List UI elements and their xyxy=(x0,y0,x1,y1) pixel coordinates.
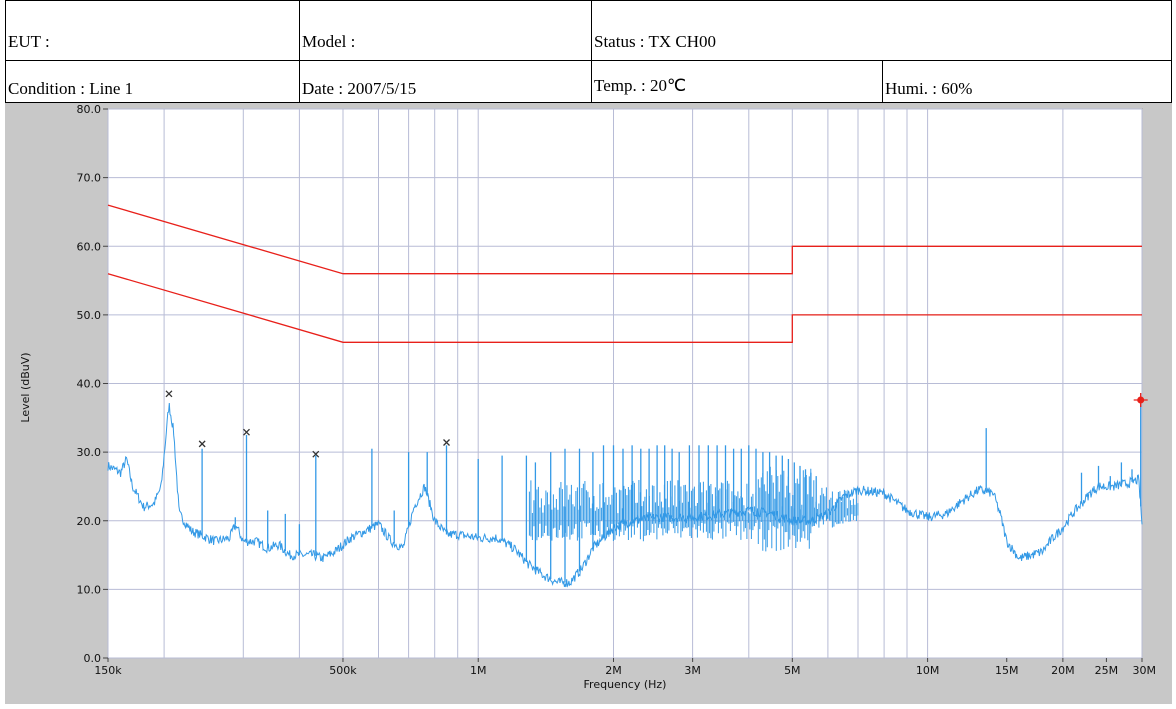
x-tick-label: 150k xyxy=(94,664,122,677)
y-tick-label: 20.0 xyxy=(77,515,102,528)
x-tick-label: 15M xyxy=(995,664,1019,677)
marker-layer xyxy=(165,390,1148,458)
emission-chart-svg: 0.0 10.0 20.0 30.0 40.0 50.0 60.0 70.0 80.0 150k… xyxy=(5,103,1172,704)
x-axis-label: Frequency (Hz) xyxy=(584,678,667,691)
x-tick-label: 500k xyxy=(329,664,357,677)
y-tick-label: 0.0 xyxy=(84,652,102,665)
y-tick-label: 50.0 xyxy=(77,309,102,322)
x-tick-label: 10M xyxy=(916,664,940,677)
y-tick-label: 30.0 xyxy=(77,446,102,459)
y-tick-label: 70.0 xyxy=(77,172,102,185)
trace-noise-band xyxy=(813,487,859,528)
limit-lines xyxy=(107,204,1142,343)
x-tick-label: 5M xyxy=(784,664,801,677)
grid-layer xyxy=(107,108,1143,659)
y-tick-labels: 0.0 10.0 20.0 30.0 40.0 50.0 60.0 70.0 80.0 xyxy=(77,103,108,665)
x-tick-labels: 150k 500k 1M 2M 3M 5M 10M 15M 20M 25M 30M xyxy=(94,658,1156,677)
peak-marker xyxy=(443,439,450,446)
status-label: Status : TX CH00 xyxy=(594,32,717,51)
x-tick-label: 2M xyxy=(605,664,622,677)
temp-label: Temp. : 20℃ xyxy=(594,76,687,95)
y-tick-label: 80.0 xyxy=(77,103,102,116)
test-info-header: EUT : Model : Status : TX CH00 Condition… xyxy=(5,0,1172,103)
highlight-point xyxy=(1137,396,1145,404)
emission-chart: 0.0 10.0 20.0 30.0 40.0 50.0 60.0 70.0 80.0 150k… xyxy=(5,103,1172,704)
peak-marker xyxy=(198,440,206,448)
x-tick-label: 3M xyxy=(684,664,701,677)
limit-line xyxy=(107,204,1142,275)
x-tick-label: 25M xyxy=(1095,664,1119,677)
humi-label: Humi. : 60% xyxy=(885,79,973,98)
model-label: Model : xyxy=(302,32,356,51)
x-tick-label: 20M xyxy=(1051,664,1075,677)
eut-label: EUT : xyxy=(8,32,50,51)
date-label: Date : 2007/5/15 xyxy=(302,79,417,98)
y-tick-label: 40.0 xyxy=(77,378,102,391)
x-tick-label: 30M xyxy=(1133,664,1157,677)
peak-marker xyxy=(312,450,320,458)
x-tick-label: 1M xyxy=(470,664,487,677)
y-tick-label: 10.0 xyxy=(77,583,102,596)
peak-marker xyxy=(243,428,250,436)
limit-line xyxy=(107,273,1142,343)
condition-label: Condition : Line 1 xyxy=(8,79,134,98)
peak-marker xyxy=(165,390,173,398)
y-tick-label: 60.0 xyxy=(77,240,102,253)
y-axis-label: Level (dBuV) xyxy=(19,352,32,422)
trace-layer xyxy=(107,402,1143,588)
